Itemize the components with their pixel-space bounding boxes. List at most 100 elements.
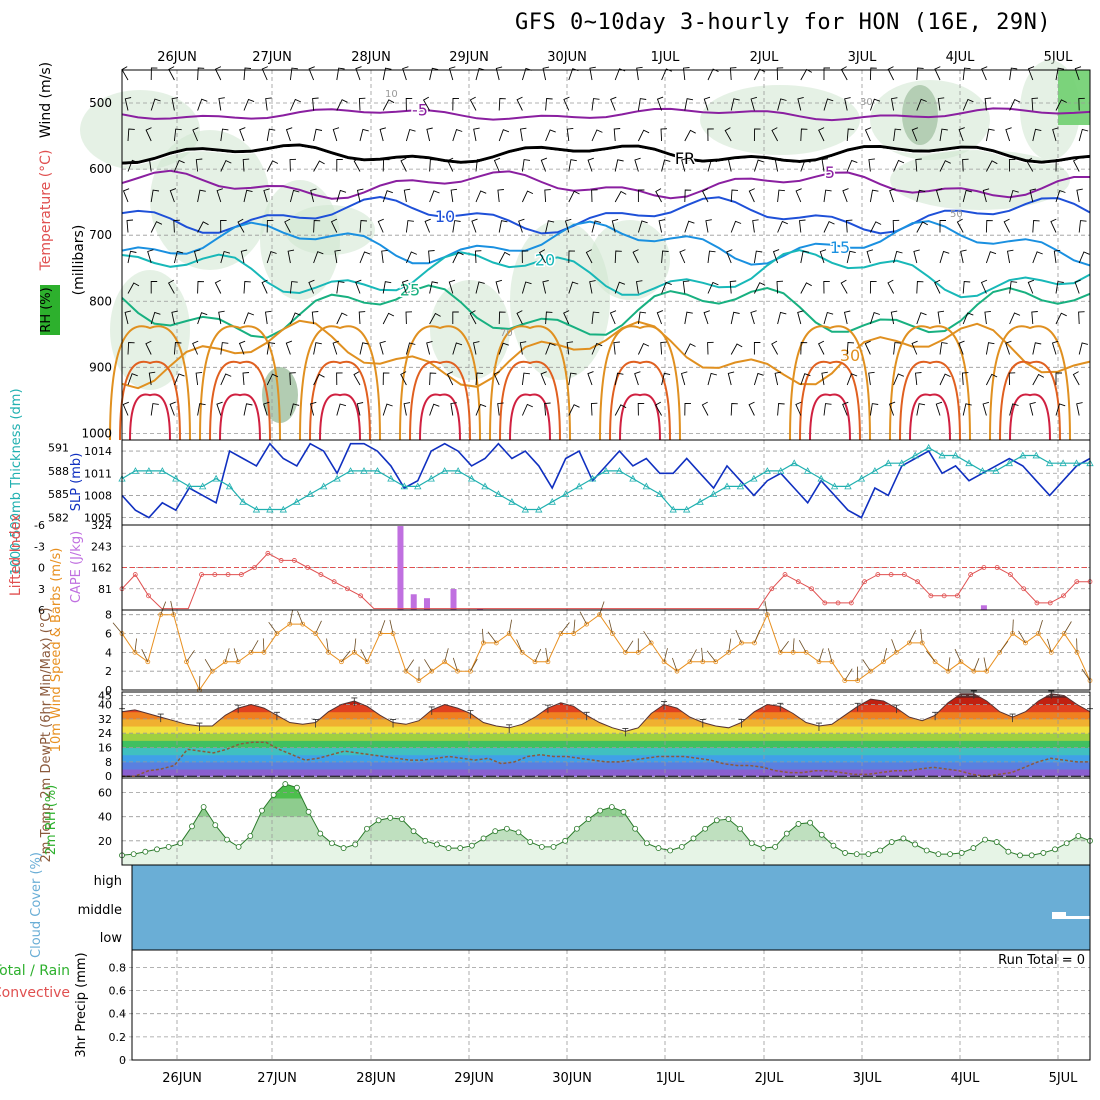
thickness-marker xyxy=(373,467,382,474)
wind-barb xyxy=(792,638,795,653)
precip-tick-label: 0.4 xyxy=(109,1008,127,1021)
wind-barb xyxy=(973,658,980,672)
wind-barb xyxy=(544,402,551,416)
wind-barb xyxy=(495,66,503,81)
rh-marker xyxy=(702,825,709,832)
rh-marker xyxy=(865,851,872,858)
lifted-index-marker xyxy=(358,593,364,599)
wind-barb xyxy=(614,281,626,294)
wind-barb xyxy=(846,128,855,142)
wind-barb xyxy=(800,282,812,294)
temp-band xyxy=(122,693,1090,698)
lifted-index-marker xyxy=(941,593,947,599)
wind-barb xyxy=(916,403,926,416)
wind-barb xyxy=(613,128,621,142)
cloud-cover-fill xyxy=(132,865,1090,950)
lifted-index-marker xyxy=(822,600,828,606)
cape-bar xyxy=(477,608,484,610)
thickness-marker xyxy=(817,474,825,482)
wind-barb xyxy=(795,188,802,203)
wind-barb xyxy=(864,127,872,142)
wind-barb xyxy=(452,129,463,142)
temp-tick-label: 32 xyxy=(98,713,112,726)
wind-barb xyxy=(724,127,732,142)
wind-barb xyxy=(730,220,742,233)
heat-contour xyxy=(609,360,671,441)
bottom-date-axis: 26JUN 27JUN 28JUN 29JUN 30JUN 1JUL 2JUL 3JUL 4JU… xyxy=(162,1071,1078,1086)
wind-barb xyxy=(750,310,757,325)
wind-barb xyxy=(121,66,129,81)
lifted-index-marker xyxy=(888,572,894,577)
heat-contour xyxy=(199,325,281,441)
rh-marker xyxy=(468,842,475,849)
wind-barb xyxy=(962,312,974,325)
isotherm-line xyxy=(121,107,1091,122)
thickness-axis-label: 1000-500mb Thickness (dm) xyxy=(9,388,24,575)
wind-barb xyxy=(1032,373,1045,386)
wind-barb xyxy=(266,373,279,386)
thickness-marker xyxy=(225,482,234,490)
date-tick-label: 2JUL xyxy=(750,50,780,65)
wind-barb xyxy=(495,279,503,294)
isotherm-label: 5 xyxy=(825,163,835,182)
rh-marker xyxy=(1017,852,1023,859)
wind-barb xyxy=(916,312,927,325)
wind-barb xyxy=(521,250,529,264)
wind-barb xyxy=(729,67,737,81)
wind-barb xyxy=(1055,372,1062,385)
wind-barb xyxy=(661,250,669,264)
wind-barb xyxy=(171,310,178,325)
thickness-marker xyxy=(588,474,597,482)
wind-barb xyxy=(728,638,732,653)
thickness-marker xyxy=(198,482,207,490)
wind-barb xyxy=(1078,311,1085,325)
wind-speed-marker xyxy=(1035,631,1041,636)
wind-barb xyxy=(707,68,719,81)
wind-speed-marker xyxy=(300,621,306,627)
temp-tick-label: 45 xyxy=(98,690,112,703)
wind-barb xyxy=(289,372,296,386)
temp-minmax-marker xyxy=(235,704,242,714)
wind-barb xyxy=(962,67,971,81)
rh-marker xyxy=(235,843,242,850)
wind-barb xyxy=(684,129,696,142)
wind-barb xyxy=(186,650,195,663)
thickness-marker xyxy=(978,467,987,474)
wind-barb xyxy=(405,128,416,142)
wind-barb xyxy=(753,68,766,81)
rh-marker xyxy=(1005,848,1012,855)
wind-barb xyxy=(683,67,690,81)
wind-barb xyxy=(954,648,962,662)
wind-barb xyxy=(587,371,594,386)
wind-barb xyxy=(359,128,369,142)
wind-barb xyxy=(243,67,252,81)
wind-barb xyxy=(1074,66,1082,81)
wind-barb xyxy=(289,312,301,325)
temp-minmax-marker xyxy=(428,706,435,715)
wind-barb xyxy=(1055,281,1064,294)
wind-barb xyxy=(1032,342,1042,355)
thickness-marker xyxy=(682,505,691,513)
wind-barb xyxy=(637,129,650,142)
wind-barb xyxy=(448,66,456,81)
thickness-marker xyxy=(803,467,812,474)
temp-tick-label: 24 xyxy=(98,727,112,740)
rh-marker xyxy=(783,830,790,837)
wind-barb xyxy=(1078,97,1085,111)
wind-barb xyxy=(754,629,761,644)
cloud-cover-gap xyxy=(1052,912,1066,919)
wind-barb xyxy=(684,403,692,416)
wind-barb xyxy=(864,340,871,355)
rh-marker xyxy=(818,831,825,838)
wind-barb xyxy=(169,188,177,203)
wind-barb xyxy=(1031,97,1039,111)
lifted-index-marker xyxy=(1034,600,1040,606)
lifted-index-marker xyxy=(954,593,960,599)
wind-barb xyxy=(656,96,664,111)
temp-minmax-marker xyxy=(312,719,319,728)
pressure-tick-label: 1000 xyxy=(81,426,112,440)
wind-barb xyxy=(982,401,990,416)
wind-barb xyxy=(591,129,603,142)
wind-barb xyxy=(382,312,395,325)
